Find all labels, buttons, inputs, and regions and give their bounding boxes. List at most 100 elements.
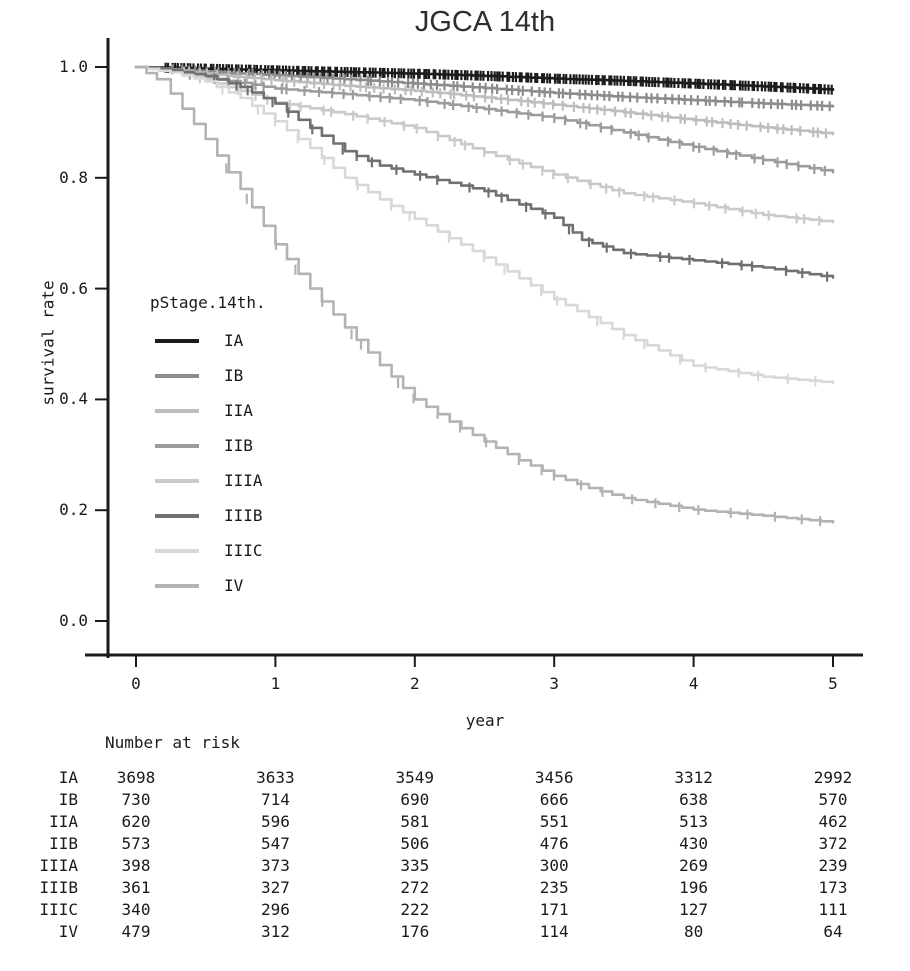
risk-count: 570 [818,790,848,809]
risk-count: 64 [823,922,843,941]
y-tick-label: 0.4 [59,389,88,409]
risk-table-header: Number at risk [105,733,240,752]
legend-label: IV [224,576,244,595]
legend-label: IIB [224,436,253,455]
risk-count: 690 [400,790,430,809]
censor-marks-IIIC [221,84,817,387]
risk-count: 430 [679,834,709,853]
x-tick-label: 4 [688,674,699,693]
chart-title: JGCA 14th [414,6,556,38]
x-tick-label: 3 [549,674,559,693]
risk-count: 372 [818,834,848,853]
risk-count: 114 [539,922,569,941]
legend-swatch-IIA [155,409,199,413]
risk-count: 272 [400,878,430,897]
curve-IV [134,65,835,524]
legend-swatch-IIB [155,444,199,448]
censor-marks-IIA [182,66,828,139]
legend-label: IA [224,331,244,350]
legend-label: IB [224,366,244,385]
x-tick-label: 5 [828,674,838,693]
risk-row-label: IIIA [39,856,78,875]
risk-count: 176 [400,922,430,941]
risk-row-label: IIB [49,834,78,853]
risk-count: 239 [818,856,848,875]
legend-label: IIIA [224,471,263,490]
risk-count: 222 [400,900,430,919]
risk-row-label: IB [58,790,78,809]
y-tick-label: 1.0 [59,57,88,76]
risk-count: 3312 [674,768,713,787]
risk-count: 506 [400,834,430,853]
risk-count: 3633 [256,768,295,787]
y-axis-label: survival rate [38,280,58,406]
risk-count: 296 [260,900,290,919]
risk-count: 462 [818,812,848,831]
x-tick-label: 0 [131,674,141,693]
y-tick-label: 0.6 [59,278,88,298]
risk-count: 2992 [813,768,853,787]
y-tick-label: 0.2 [59,500,88,520]
risk-count: 361 [121,878,151,897]
x-tick-label: 1 [270,674,281,693]
risk-count: 714 [260,790,290,809]
legend-title: pStage.14th. [150,293,266,312]
legend-swatch-IIIB [155,514,199,518]
risk-count: 476 [539,834,569,853]
risk-row-label: IV [58,922,78,941]
risk-row-label: IA [58,768,78,787]
risk-count: 551 [539,812,569,831]
censor-marks-IV [225,163,822,527]
risk-count: 573 [121,834,151,853]
risk-count: 312 [260,922,290,941]
risk-count: 269 [679,856,709,875]
risk-row-label: IIA [49,812,78,831]
risk-count: 335 [400,856,430,875]
risk-count: 3698 [116,768,156,787]
risk-count: 479 [121,922,151,941]
legend-swatch-IIIA [155,479,199,483]
legend-label: IIIC [224,541,263,560]
legend-swatch-IB [155,374,199,378]
risk-count: 196 [679,878,709,897]
risk-count: 111 [818,900,848,919]
risk-count: 127 [679,900,709,919]
risk-count: 3549 [395,768,435,787]
risk-count: 398 [121,856,151,875]
risk-count: 3456 [534,768,574,787]
x-axis-label: year [465,711,505,730]
legend-label: IIA [224,401,253,420]
risk-count: 373 [260,856,290,875]
curve-IIIB [134,65,835,279]
risk-count: 581 [400,812,430,831]
legend: pStage.14th. IA IB IIA IIB IIIA IIIB IIIC IV [150,293,266,595]
risk-count: 596 [260,812,290,831]
risk-count: 235 [539,878,569,897]
risk-count: 173 [818,878,848,897]
risk-row-label: IIIC [39,900,78,919]
risk-count: 300 [539,856,569,875]
curve-IIB [134,65,835,174]
risk-count: 547 [260,834,290,853]
censor-marks-IIIB [213,73,829,282]
survival-chart-canvas [85,38,863,667]
legend-swatch-IA [155,339,199,343]
risk-count: 171 [539,900,569,919]
legend-label: IIIB [224,506,263,525]
risk-count: 620 [121,812,151,831]
censor-marks-IIIA [198,73,821,226]
risk-count: 730 [121,790,151,809]
risk-count: 327 [260,878,290,897]
legend-swatch-IIIC [155,549,199,553]
risk-row-label: IIIB [39,878,78,897]
risk-count: 80 [683,922,704,941]
risk-count: 340 [121,900,151,919]
risk-count: 666 [539,790,569,809]
y-tick-label: 0.8 [59,167,88,187]
risk-count: 638 [679,790,709,809]
legend-swatch-IV [155,584,199,588]
risk-count: 513 [679,812,709,831]
y-tick-label: 0.0 [59,611,88,630]
x-tick-label: 2 [409,674,420,693]
